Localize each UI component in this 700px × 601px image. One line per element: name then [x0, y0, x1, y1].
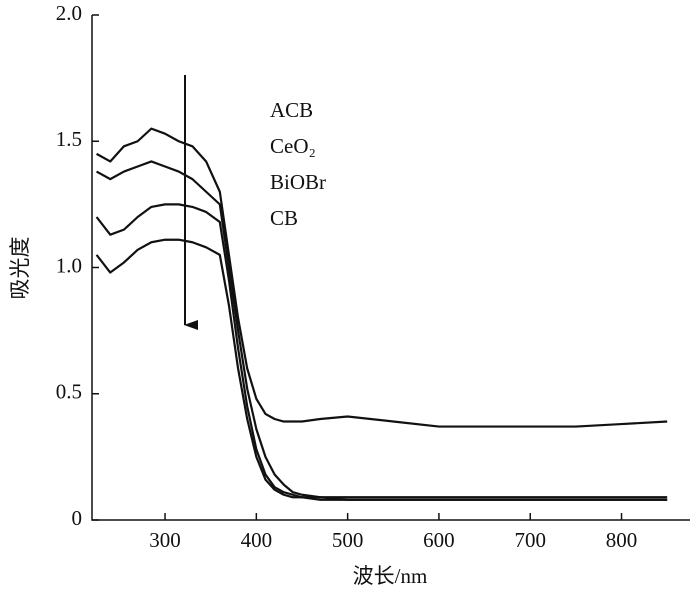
- axes: [91, 15, 690, 521]
- series-line: [95, 203, 668, 499]
- y-axis-label: 吸光度: [8, 237, 32, 300]
- x-tick-label: 300: [149, 528, 181, 552]
- y-tick-label: 0.5: [56, 380, 82, 404]
- x-tick-label: 800: [606, 528, 638, 552]
- y-tick-label: 2.0: [56, 1, 82, 25]
- x-tick-label: 400: [241, 528, 273, 552]
- series-line: [96, 160, 668, 501]
- y-tick-label: 0: [72, 506, 83, 530]
- x-tick-label: 600: [423, 528, 455, 552]
- legend-label: ACB: [270, 98, 313, 122]
- x-tick-label: 700: [514, 528, 546, 552]
- y-tick-label: 1.5: [56, 127, 82, 151]
- y-tick-label: 1.0: [56, 253, 82, 277]
- legend-label: CeO₂: [270, 134, 316, 158]
- x-tick-label: 500: [332, 528, 364, 552]
- series-line: [95, 238, 668, 501]
- legend-label: BiOBr: [270, 170, 326, 194]
- x-axis-label: 波长/nm: [353, 564, 428, 588]
- series-line: [96, 127, 668, 428]
- legend-label: CB: [270, 206, 298, 230]
